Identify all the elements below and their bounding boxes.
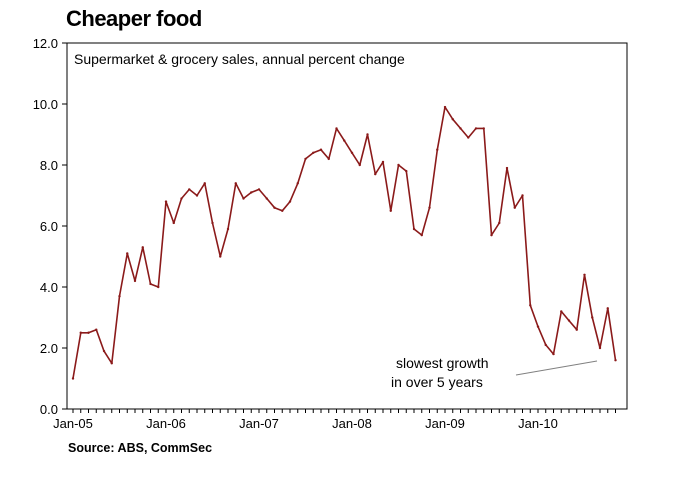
data-point xyxy=(498,221,501,225)
annotation-line-2: in over 5 years xyxy=(391,374,483,390)
data-point xyxy=(560,310,563,313)
y-tick-label: 2.0 xyxy=(40,341,58,356)
data-point xyxy=(428,206,431,209)
data-point xyxy=(195,194,199,197)
data-point xyxy=(273,206,276,209)
data-point xyxy=(335,127,338,130)
data-point xyxy=(203,182,206,185)
data-point xyxy=(397,163,400,167)
data-point xyxy=(529,304,532,307)
data-point xyxy=(567,319,571,322)
annotation-pointer xyxy=(515,360,598,376)
data-point xyxy=(172,221,175,225)
data-point xyxy=(219,255,222,258)
data-point xyxy=(211,221,214,225)
data-point xyxy=(250,191,253,194)
data-point xyxy=(614,359,617,362)
data-point xyxy=(102,349,106,353)
x-tick-label: Jan-10 xyxy=(518,416,558,431)
data-point xyxy=(467,136,470,139)
data-point xyxy=(552,352,555,356)
data-point xyxy=(575,328,578,331)
data-point xyxy=(312,151,315,154)
data-point xyxy=(327,157,330,161)
data-point xyxy=(443,105,447,109)
data-point xyxy=(482,127,485,130)
data-point xyxy=(226,227,230,231)
data-point xyxy=(420,233,423,237)
data-point xyxy=(544,343,547,347)
data-point xyxy=(405,169,408,173)
data-point xyxy=(288,200,292,203)
data-point xyxy=(591,316,594,319)
data-point xyxy=(505,166,509,170)
data-points xyxy=(71,105,617,380)
data-point xyxy=(188,188,191,191)
data-point xyxy=(606,307,609,310)
y-axis: 0.0 2.0 4.0 6.0 8.0 10.0 12.0 xyxy=(33,36,67,417)
chart-title: Cheaper food xyxy=(66,6,202,31)
data-point xyxy=(110,362,113,365)
data-point xyxy=(583,273,586,276)
data-point xyxy=(79,331,82,334)
series-line xyxy=(72,106,617,379)
chart-subtitle: Supermarket & grocery sales, annual perc… xyxy=(74,51,405,67)
data-point xyxy=(366,133,369,136)
x-tick-label: Jan-09 xyxy=(425,416,465,431)
annotation-line-1: slowest growth xyxy=(396,355,489,371)
data-point xyxy=(536,325,540,328)
data-point xyxy=(149,282,152,286)
data-point xyxy=(474,127,478,130)
data-point xyxy=(234,182,237,185)
data-point xyxy=(304,157,307,161)
data-point xyxy=(87,331,90,334)
y-tick-label: 6.0 xyxy=(40,219,58,234)
data-point xyxy=(180,197,183,200)
chart-source: Source: ABS, CommSec xyxy=(68,441,213,455)
data-point xyxy=(281,209,284,212)
data-point xyxy=(95,328,98,331)
data-point xyxy=(242,197,245,200)
data-point xyxy=(319,148,323,151)
x-tick-label: Jan-07 xyxy=(239,416,279,431)
data-point xyxy=(358,163,361,167)
y-tick-label: 8.0 xyxy=(40,158,58,173)
data-point xyxy=(71,377,75,380)
data-point xyxy=(381,160,385,164)
y-tick-label: 0.0 xyxy=(40,402,58,417)
data-point xyxy=(490,233,493,237)
data-point xyxy=(343,139,346,142)
y-tick-label: 4.0 xyxy=(40,280,58,295)
data-point xyxy=(141,246,144,249)
data-point xyxy=(265,197,268,200)
data-point xyxy=(118,294,121,298)
y-tick-label: 12.0 xyxy=(33,36,58,51)
data-point xyxy=(513,206,516,209)
data-point xyxy=(412,227,416,231)
data-point xyxy=(126,252,129,255)
data-point xyxy=(257,188,261,191)
plot-area-frame xyxy=(66,42,628,410)
data-point xyxy=(296,182,299,185)
data-point xyxy=(157,285,160,289)
x-tick-label: Jan-05 xyxy=(53,416,93,431)
x-axis: Jan-05 Jan-06 Jan-07 Jan-08 Jan-09 Jan-10 xyxy=(53,409,616,431)
data-point xyxy=(459,127,462,130)
data-point xyxy=(598,346,602,350)
data-point xyxy=(374,172,377,176)
data-point xyxy=(350,151,354,154)
data-point xyxy=(133,279,137,283)
x-tick-label: Jan-06 xyxy=(146,416,186,431)
data-point xyxy=(436,148,439,151)
x-tick-label: Jan-08 xyxy=(332,416,372,431)
data-point xyxy=(521,194,524,197)
data-point xyxy=(451,118,454,121)
y-tick-label: 10.0 xyxy=(33,97,58,112)
data-point xyxy=(389,209,392,212)
data-point xyxy=(164,200,168,203)
